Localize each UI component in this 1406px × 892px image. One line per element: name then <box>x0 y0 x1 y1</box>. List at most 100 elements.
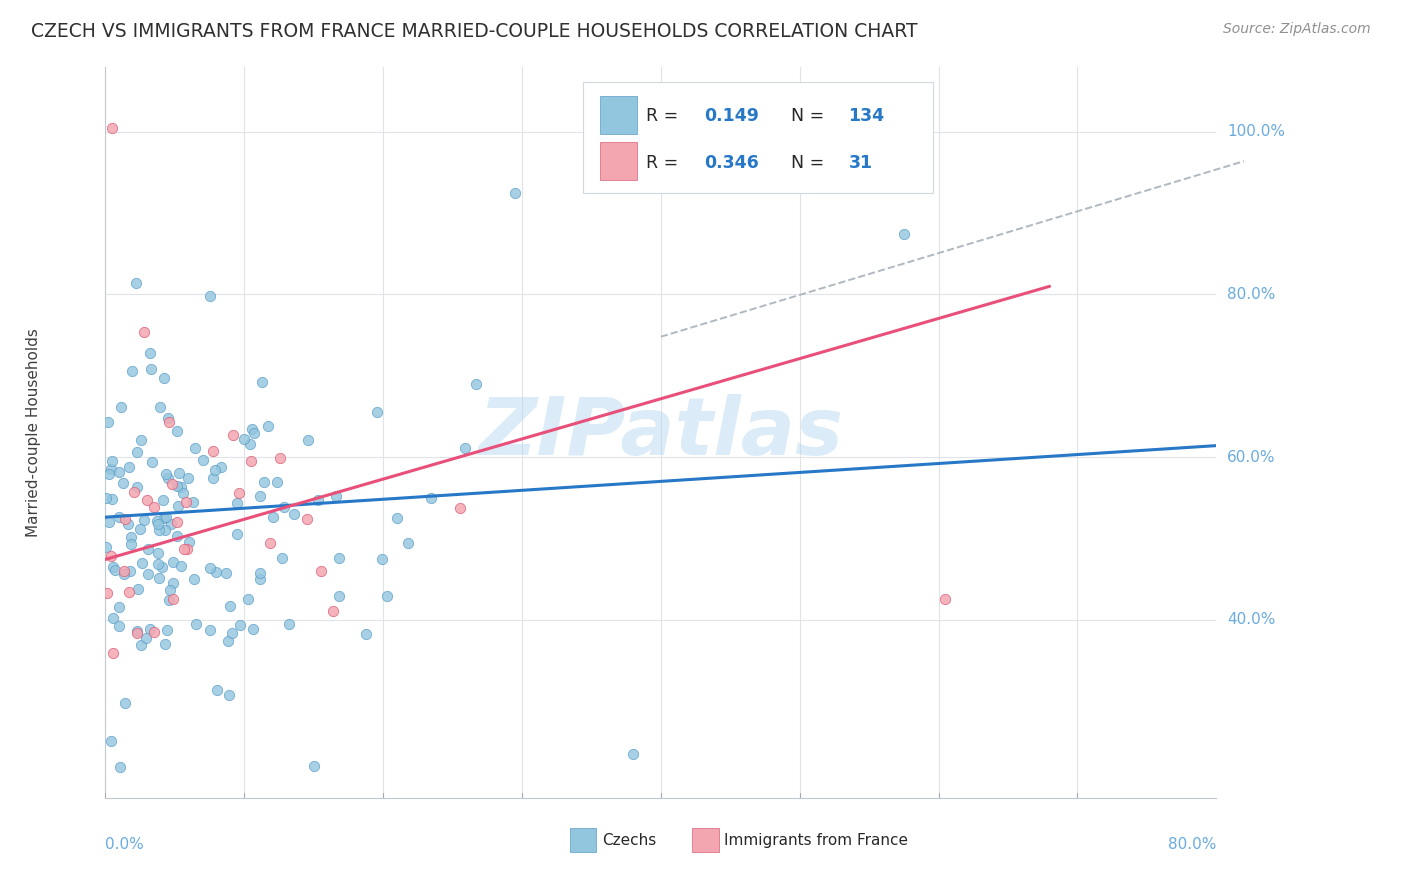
Text: Source: ZipAtlas.com: Source: ZipAtlas.com <box>1223 22 1371 37</box>
Point <box>100 462 122 476</box>
Point <box>297 433 319 447</box>
Point <box>96 586 118 600</box>
Point <box>271 551 294 566</box>
Point <box>297 512 319 526</box>
Point <box>153 371 176 385</box>
Point <box>249 572 271 586</box>
Text: ZIPatlas: ZIPatlas <box>478 393 844 472</box>
Point <box>112 476 135 491</box>
Point <box>174 494 197 508</box>
Text: 100.0%: 100.0% <box>1227 124 1285 139</box>
FancyBboxPatch shape <box>583 81 934 193</box>
Point <box>396 536 419 550</box>
Point <box>114 696 136 710</box>
Point <box>139 362 162 376</box>
Point <box>120 564 142 578</box>
Text: 80.0%: 80.0% <box>1227 287 1275 302</box>
Point <box>503 186 526 200</box>
Point <box>139 346 162 360</box>
Point <box>156 411 179 425</box>
Point <box>249 566 271 580</box>
Point <box>371 552 394 566</box>
Point <box>127 582 149 596</box>
Text: 31: 31 <box>849 153 873 172</box>
Point <box>131 556 153 570</box>
Point <box>100 734 122 748</box>
FancyBboxPatch shape <box>600 96 637 134</box>
Point <box>108 760 131 774</box>
Point <box>122 485 145 500</box>
Point <box>219 599 242 614</box>
Point <box>146 514 169 528</box>
Point <box>222 427 245 442</box>
Point <box>148 557 170 571</box>
Text: N =: N = <box>790 107 830 125</box>
Point <box>205 682 228 697</box>
Point <box>157 471 180 485</box>
Point <box>121 364 143 378</box>
FancyBboxPatch shape <box>569 828 596 853</box>
Point <box>146 517 169 532</box>
Point <box>225 496 247 510</box>
Point <box>125 625 148 640</box>
Point <box>101 491 124 506</box>
Point <box>328 590 350 604</box>
Text: R =: R = <box>647 153 685 172</box>
Point <box>177 470 200 484</box>
Point <box>143 500 166 514</box>
Point <box>236 592 259 607</box>
Point <box>125 624 148 639</box>
Point <box>155 510 177 524</box>
Point <box>354 627 377 641</box>
Point <box>94 541 117 555</box>
Point <box>229 618 252 632</box>
Point <box>103 647 125 661</box>
Point <box>120 537 142 551</box>
Point <box>239 454 262 468</box>
Point <box>183 572 205 586</box>
Point <box>621 747 644 761</box>
Text: N =: N = <box>790 153 830 172</box>
Point <box>101 454 124 468</box>
Point <box>283 507 305 521</box>
Point <box>132 513 155 527</box>
Point <box>125 445 148 459</box>
Point <box>112 564 135 578</box>
Point <box>198 623 221 637</box>
Point <box>162 555 184 569</box>
Point <box>242 426 264 441</box>
Point <box>114 512 136 526</box>
Point <box>118 584 141 599</box>
Point <box>97 415 120 429</box>
Point <box>94 491 117 506</box>
Point <box>221 626 243 640</box>
Point <box>148 570 170 584</box>
Point <box>233 432 256 446</box>
Point <box>166 479 188 493</box>
Point <box>149 400 172 414</box>
Point <box>101 120 124 135</box>
Point <box>129 522 152 536</box>
Point <box>176 542 198 557</box>
Point <box>160 516 183 531</box>
Point <box>302 759 325 773</box>
Point <box>160 477 183 491</box>
Point <box>169 480 191 494</box>
Point <box>309 565 332 579</box>
Text: Married-couple Households: Married-couple Households <box>25 328 41 537</box>
Point <box>101 611 124 625</box>
Point <box>138 541 160 556</box>
Point <box>217 633 239 648</box>
Point <box>170 559 193 574</box>
Point <box>173 542 195 557</box>
Text: R =: R = <box>647 107 685 125</box>
Point <box>420 491 443 505</box>
Point <box>146 546 169 560</box>
Text: 60.0%: 60.0% <box>1227 450 1275 465</box>
Point <box>273 500 295 514</box>
Point <box>325 490 347 504</box>
Point <box>377 589 399 603</box>
Point <box>253 475 276 490</box>
Point <box>107 599 129 614</box>
Point <box>198 289 221 303</box>
